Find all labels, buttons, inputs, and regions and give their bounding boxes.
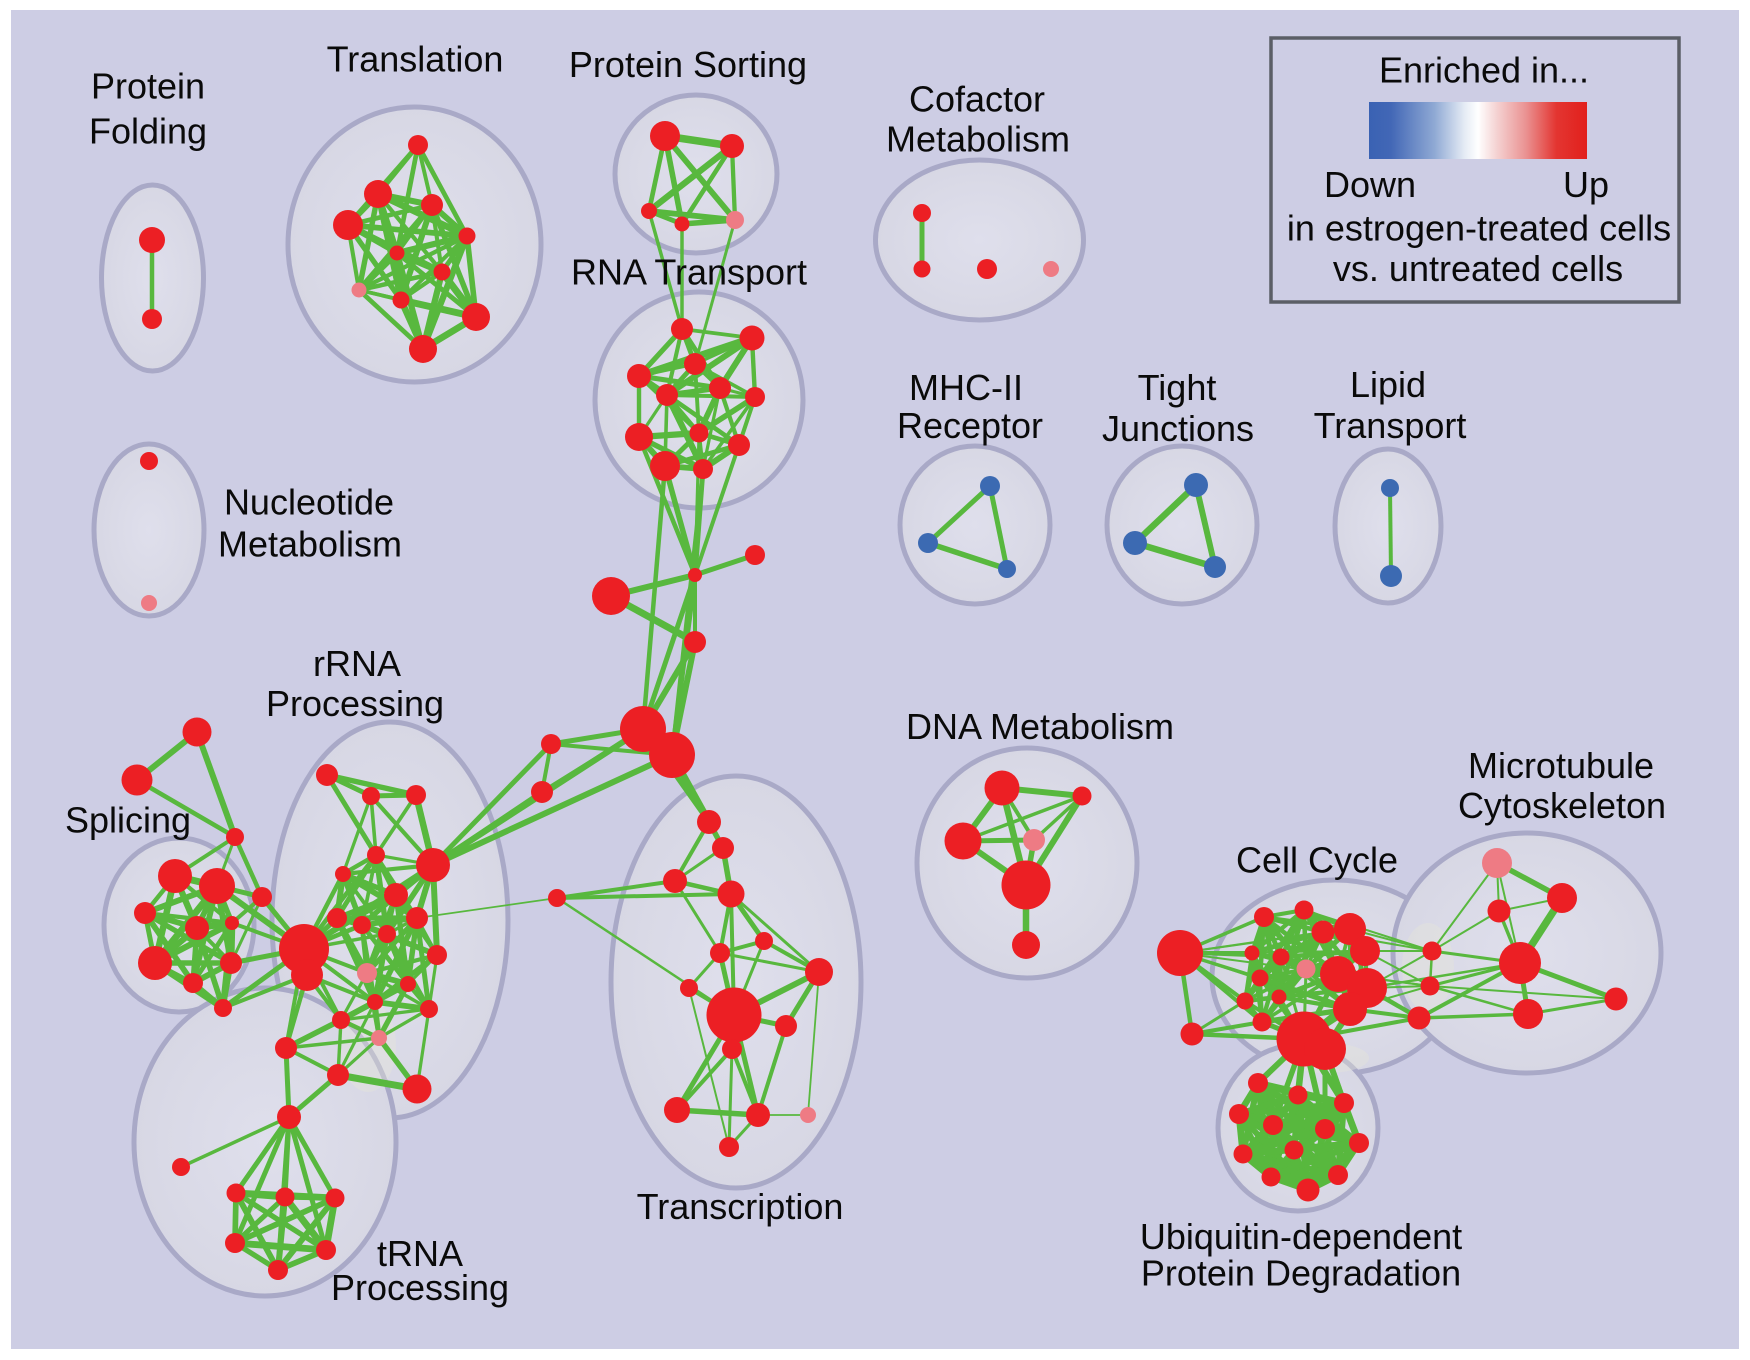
svg-text:in estrogen-treated cells: in estrogen-treated cells [1287, 208, 1671, 249]
svg-text:Nucleotide: Nucleotide [224, 482, 394, 523]
svg-text:Processing: Processing [266, 683, 444, 724]
svg-text:Splicing: Splicing [65, 800, 191, 841]
svg-text:Transcription: Transcription [637, 1186, 844, 1227]
svg-text:Protein Sorting: Protein Sorting [569, 44, 807, 85]
svg-text:rRNA: rRNA [313, 643, 401, 684]
svg-text:Folding: Folding [89, 111, 207, 152]
svg-text:Transport: Transport [1314, 405, 1467, 446]
svg-text:Receptor: Receptor [897, 405, 1043, 446]
svg-text:Metabolism: Metabolism [886, 119, 1070, 160]
svg-text:Cofactor: Cofactor [909, 79, 1045, 120]
svg-text:Translation: Translation [327, 39, 504, 80]
svg-text:Metabolism: Metabolism [218, 524, 402, 565]
svg-text:Cytoskeleton: Cytoskeleton [1458, 785, 1666, 826]
svg-text:Junctions: Junctions [1102, 408, 1254, 449]
svg-text:Ubiquitin-dependent: Ubiquitin-dependent [1140, 1216, 1462, 1257]
svg-text:Cell Cycle: Cell Cycle [1236, 840, 1398, 881]
svg-text:Processing: Processing [331, 1267, 509, 1308]
svg-text:Tight: Tight [1138, 367, 1217, 408]
svg-text:MHC-II: MHC-II [909, 367, 1023, 408]
svg-text:Protein: Protein [91, 66, 205, 107]
svg-text:Down: Down [1324, 164, 1416, 205]
svg-text:Microtubule: Microtubule [1468, 745, 1654, 786]
svg-text:RNA Transport: RNA Transport [571, 252, 807, 293]
svg-text:tRNA: tRNA [377, 1233, 463, 1274]
svg-text:DNA Metabolism: DNA Metabolism [906, 706, 1174, 747]
svg-text:Protein Degradation: Protein Degradation [1141, 1253, 1461, 1294]
svg-text:Enriched in...: Enriched in... [1379, 50, 1589, 91]
svg-text:vs. untreated cells: vs. untreated cells [1333, 248, 1623, 289]
svg-text:Up: Up [1563, 164, 1609, 205]
svg-text:Lipid: Lipid [1350, 364, 1426, 405]
